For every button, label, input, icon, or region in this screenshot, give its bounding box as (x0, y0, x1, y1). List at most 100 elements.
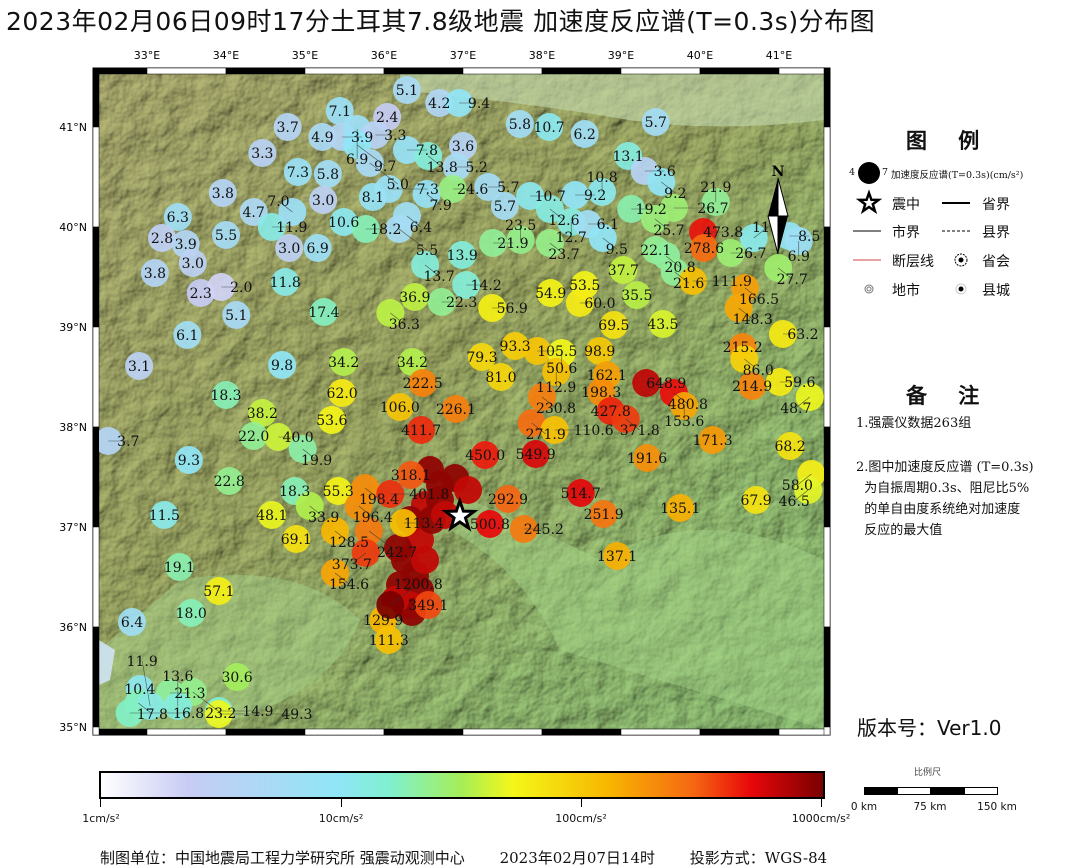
station-marker[interactable] (689, 234, 718, 262)
station-value: 5.5 (215, 228, 237, 244)
station-marker[interactable] (494, 485, 523, 513)
station-label-leaders (108, 102, 812, 715)
station-marker[interactable] (204, 577, 233, 605)
station-marker[interactable] (641, 108, 670, 136)
label-leader-line (278, 200, 293, 213)
station-marker[interactable] (308, 123, 337, 151)
station-value: 20.8 (664, 260, 695, 276)
station-marker[interactable] (467, 343, 496, 371)
station-marker[interactable] (738, 372, 767, 400)
station-marker[interactable] (622, 281, 651, 309)
station-marker[interactable] (396, 461, 425, 489)
station-marker[interactable] (303, 234, 332, 262)
station-marker[interactable] (178, 249, 207, 277)
station-marker[interactable] (603, 542, 632, 570)
station-marker[interactable] (271, 268, 300, 296)
station-value: 13.8 (427, 160, 458, 176)
station-marker[interactable] (268, 351, 297, 379)
station-marker[interactable] (177, 599, 206, 627)
station-marker[interactable] (165, 553, 194, 581)
station-value: 17.8 (137, 707, 168, 723)
station-marker[interactable] (212, 381, 240, 409)
station-marker[interactable] (174, 446, 203, 474)
station-marker[interactable] (698, 426, 727, 454)
station-marker[interactable] (140, 259, 169, 287)
station-marker[interactable] (566, 479, 595, 507)
station-marker[interactable] (666, 494, 695, 522)
station-marker[interactable] (471, 441, 500, 469)
station-marker[interactable] (328, 379, 357, 407)
station-marker[interactable] (248, 139, 277, 167)
station-marker[interactable] (599, 311, 628, 339)
label-leader-line (309, 505, 324, 518)
station-value: 111.9 (712, 274, 752, 290)
station-marker[interactable] (486, 363, 515, 391)
station-marker[interactable] (325, 97, 354, 125)
station-marker[interactable] (150, 501, 179, 529)
station-marker[interactable] (329, 208, 358, 236)
station-marker[interactable] (521, 440, 550, 468)
legend-province-border-label: 省界 (982, 197, 1010, 213)
station-marker[interactable] (117, 608, 146, 636)
station-marker[interactable] (273, 113, 302, 141)
station-marker[interactable] (490, 192, 519, 220)
station-marker[interactable] (283, 158, 312, 186)
station-marker[interactable] (633, 444, 662, 472)
station-marker[interactable] (441, 395, 470, 423)
station-marker[interactable] (317, 406, 346, 434)
station-marker[interactable] (212, 221, 240, 249)
cluster-station-marker (411, 546, 439, 574)
station-marker[interactable] (414, 591, 443, 619)
station-marker[interactable] (309, 298, 338, 326)
station-marker[interactable] (223, 663, 252, 691)
station-value: 36.3 (389, 317, 420, 333)
station-value: 251.9 (584, 507, 624, 523)
station-marker[interactable] (313, 160, 342, 188)
station-marker[interactable] (173, 321, 202, 349)
station-marker[interactable] (570, 120, 599, 148)
station-marker[interactable] (400, 283, 429, 311)
station-marker[interactable] (609, 256, 638, 284)
station-marker[interactable] (125, 352, 154, 380)
station-value: 3.0 (182, 256, 204, 272)
station-marker[interactable] (475, 510, 504, 538)
station-marker[interactable] (408, 369, 437, 397)
station-marker[interactable] (448, 241, 477, 269)
station-marker[interactable] (585, 337, 614, 365)
scale-label-0: 0 km (850, 801, 878, 813)
station-marker[interactable] (501, 332, 530, 360)
station-marker[interactable] (505, 110, 534, 138)
station-marker[interactable] (239, 422, 268, 450)
station-value: 37.7 (608, 263, 639, 279)
station-marker[interactable] (329, 348, 358, 376)
station-marker[interactable] (248, 399, 277, 427)
station-marker[interactable] (776, 432, 805, 460)
station-marker[interactable] (449, 132, 477, 160)
station-marker[interactable] (222, 301, 251, 329)
station-marker[interactable] (309, 186, 338, 214)
station-value: 105.5 (537, 344, 577, 360)
station-marker[interactable] (215, 467, 244, 495)
station-marker[interactable] (425, 89, 454, 117)
station-marker[interactable] (407, 416, 436, 444)
station-marker[interactable] (392, 76, 421, 104)
station-marker[interactable] (385, 393, 414, 421)
station-marker[interactable] (163, 203, 192, 231)
station-marker[interactable] (324, 477, 353, 505)
station-marker[interactable] (535, 113, 564, 141)
station-marker[interactable] (398, 348, 427, 376)
station-marker[interactable] (589, 500, 618, 528)
station-marker[interactable] (275, 234, 304, 262)
station-marker[interactable] (742, 486, 771, 514)
station-marker[interactable] (208, 179, 237, 207)
station-marker[interactable] (282, 525, 311, 553)
station-value: 6.4 (121, 615, 143, 631)
station-marker[interactable] (257, 501, 286, 529)
station-marker[interactable] (648, 310, 677, 338)
map-title: 2023年02月06日09时17分土耳其7.8级地震 加速度反应谱(T=0.3s… (6, 7, 876, 36)
station-marker[interactable] (374, 626, 403, 654)
station-marker[interactable] (148, 224, 177, 252)
station-marker[interactable] (536, 279, 565, 307)
station-value: 56.9 (497, 301, 528, 317)
